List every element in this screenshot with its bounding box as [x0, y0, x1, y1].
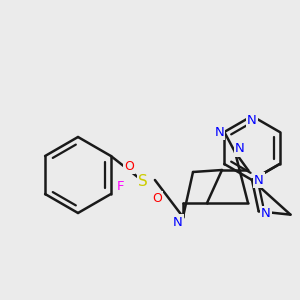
Text: N: N [173, 215, 183, 229]
Text: N: N [254, 173, 264, 187]
Text: N: N [247, 115, 257, 128]
Text: O: O [152, 191, 162, 205]
Text: N: N [214, 125, 224, 139]
Text: O: O [124, 160, 134, 172]
Text: N: N [261, 207, 271, 220]
Text: S: S [138, 175, 148, 190]
Text: N: N [235, 142, 245, 155]
Text: F: F [117, 179, 125, 193]
